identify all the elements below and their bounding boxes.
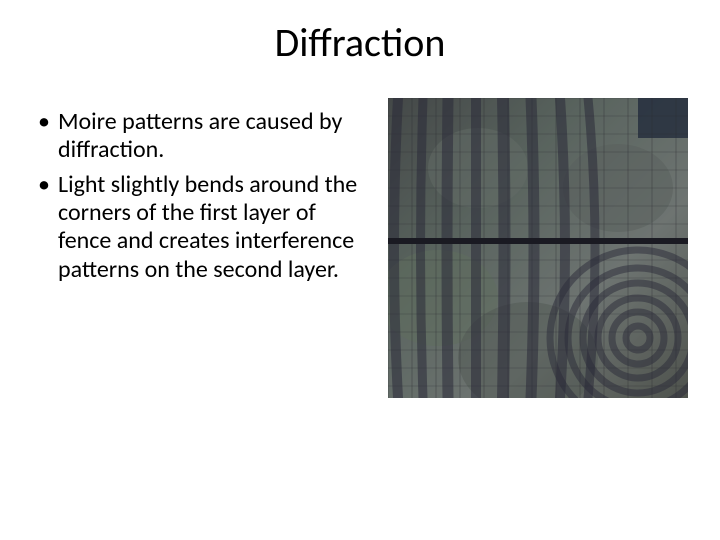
bullet-list: Moire patterns are caused by diffraction…: [36, 108, 366, 290]
moire-svg: [388, 98, 688, 398]
bullet-item: Light slightly bends around the corners …: [36, 171, 366, 284]
bullet-item: Moire patterns are caused by diffraction…: [36, 108, 366, 165]
moire-figure: [388, 98, 688, 398]
slide-title: Diffraction: [0, 18, 720, 67]
slide: Diffraction Moire patterns are caused by…: [0, 0, 720, 540]
